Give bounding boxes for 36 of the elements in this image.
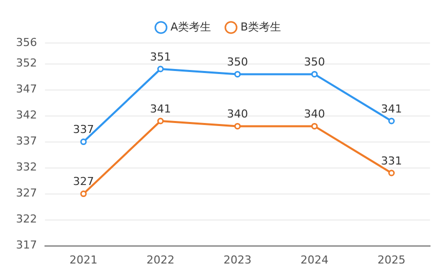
point (234, 70, 241, 78)
point (80, 138, 87, 146)
y-tick-label: 332 (16, 160, 37, 174)
data-label: 351 (150, 50, 171, 64)
y-tick-label: 322 (16, 212, 37, 226)
data-label: 341 (381, 102, 402, 116)
data-label: 340 (304, 108, 325, 121)
point (234, 122, 241, 130)
point (311, 122, 318, 130)
data-label: 350 (304, 56, 325, 69)
y-tick-label: 317 (16, 238, 37, 252)
data-label: 327 (72, 175, 94, 188)
x-tick-label: 2025 (378, 253, 406, 266)
y-tick-label: 352 (16, 56, 37, 70)
data-label: 337 (72, 123, 94, 136)
legend-label: B类考生 (240, 20, 282, 34)
point (80, 190, 87, 198)
legend-label: A类考生 (170, 20, 211, 34)
point (388, 118, 395, 124)
data-label: 350 (227, 56, 248, 69)
point (157, 118, 164, 124)
data-label: 340 (227, 108, 248, 121)
data-label: 341 (150, 102, 171, 116)
y-tick-label: 356 (16, 36, 37, 49)
point (311, 70, 318, 78)
point (157, 66, 164, 72)
y-tick-label: 337 (16, 134, 37, 148)
x-tick-label: 2023 (224, 253, 252, 266)
y-tick-label: 342 (16, 108, 37, 122)
x-tick-label: 2022 (146, 253, 174, 266)
x-tick-label: 2024 (300, 253, 328, 266)
x-tick-label: 2021 (69, 253, 98, 266)
y-tick-label: 327 (16, 186, 37, 200)
point (388, 170, 395, 176)
y-tick-label: 347 (16, 82, 37, 96)
data-label: 331 (381, 154, 402, 168)
